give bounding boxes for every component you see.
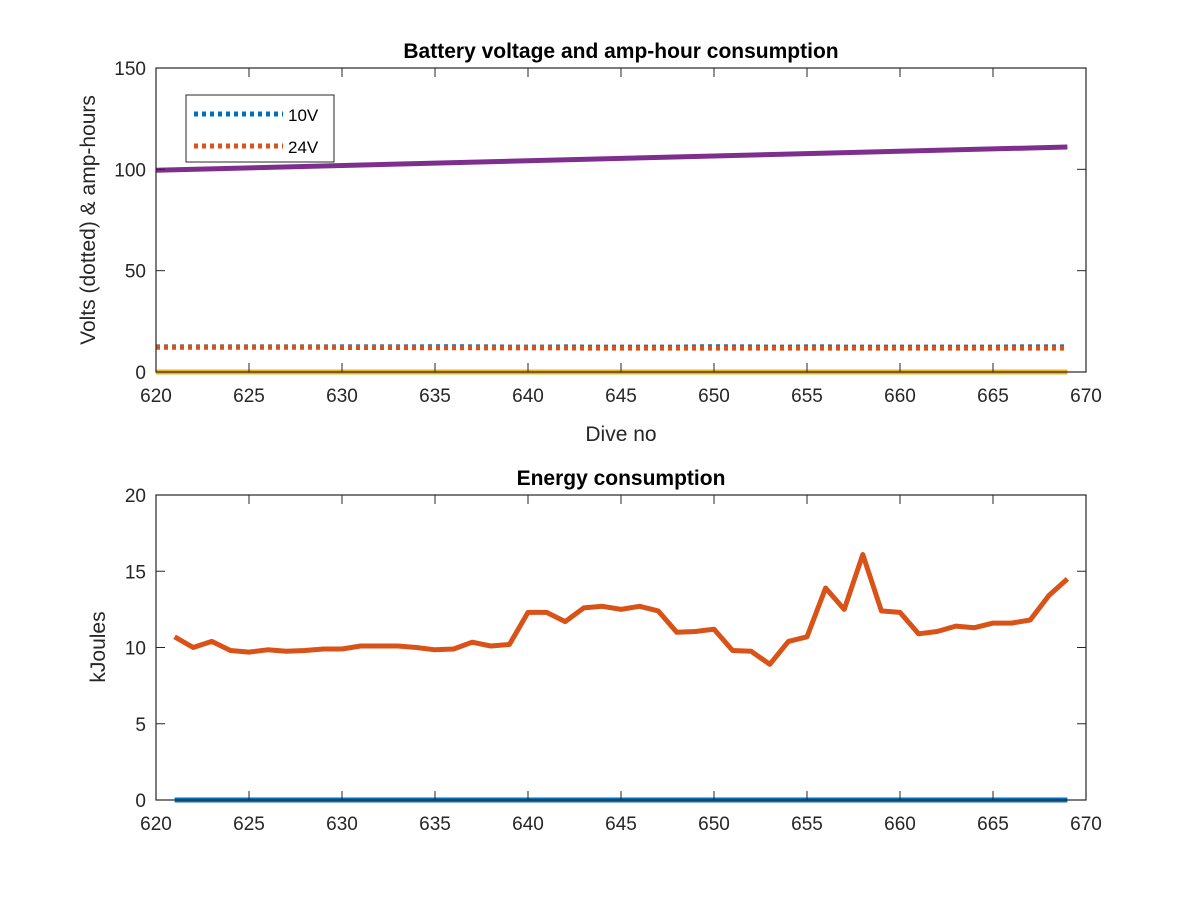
bottom-x-tick-label: 670: [1070, 814, 1102, 835]
top-axes: 620 625 630 635 640 645 650 655 660 665 670 0 50 100 1…: [77, 40, 1102, 446]
bottom-x-tick-label: 625: [233, 814, 265, 835]
bottom-x-tick-label: 645: [605, 814, 637, 835]
top-y-tick-label: 150: [114, 59, 146, 80]
top-x-tick-label: 625: [233, 386, 265, 407]
top-x-tick-label: 635: [419, 386, 451, 407]
bottom-axes-ticks: 620 625 630 635 640 645 650 655 660 665 670 0 5 10 15 2…: [125, 486, 1102, 835]
bottom-x-tick-label: 620: [140, 814, 172, 835]
bottom-x-tick-label: 655: [791, 814, 823, 835]
bottom-y-tick-label: 0: [135, 791, 146, 812]
top-x-axis-label: Dive no: [585, 423, 656, 446]
bottom-y-tick-label: 5: [135, 715, 146, 736]
top-y-axis-label: Volts (dotted) & amp-hours: [77, 95, 100, 345]
bottom-x-tick-label: 635: [419, 814, 451, 835]
top-x-tick-label: 650: [698, 386, 730, 407]
bottom-series-line-unlabeled-1: [173, 552, 1070, 667]
top-x-tick-label: 665: [977, 386, 1009, 407]
bottom-y-axis-label: kJoules: [87, 611, 110, 682]
top-y-tick-label: 0: [135, 363, 146, 384]
top-series-line-unlabeled-3: [155, 144, 1068, 173]
top-x-tick-label: 620: [140, 386, 172, 407]
top-x-tick-label: 660: [884, 386, 916, 407]
bottom-x-tick-label: 650: [698, 814, 730, 835]
bottom-axes: 620 625 630 635 640 645 650 655 660 665 670 0 5 10 15 2…: [87, 467, 1102, 835]
bottom-x-tick-label: 665: [977, 814, 1009, 835]
bottom-axes-background: [156, 495, 1086, 800]
top-x-tick-label: 640: [512, 386, 544, 407]
top-axes-ticks: 620 625 630 635 640 645 650 655 660 665 670 0 50 100 1…: [114, 59, 1102, 407]
bottom-y-tick-label: 20: [125, 486, 146, 507]
bottom-y-tick-label: 15: [125, 562, 146, 583]
top-chart-title: Battery voltage and amp-hour consumption: [403, 40, 838, 63]
top-x-tick-label: 630: [326, 386, 358, 407]
top-y-tick-label: 50: [125, 262, 146, 283]
top-x-tick-label: 655: [791, 386, 823, 407]
bottom-x-tick-label: 630: [326, 814, 358, 835]
bottom-x-tick-label: 640: [512, 814, 544, 835]
bottom-chart-title: Energy consumption: [517, 467, 726, 490]
top-x-tick-label: 670: [1070, 386, 1102, 407]
top-x-tick-label: 645: [605, 386, 637, 407]
top-y-tick-label: 100: [114, 160, 146, 181]
bottom-y-tick-label: 10: [125, 639, 146, 660]
legend-label-10v: 10V: [288, 106, 319, 125]
legend: 10V 24V: [185, 94, 335, 163]
legend-label-24v: 24V: [288, 138, 319, 157]
bottom-x-tick-label: 660: [884, 814, 916, 835]
legend-box: [185, 94, 335, 163]
